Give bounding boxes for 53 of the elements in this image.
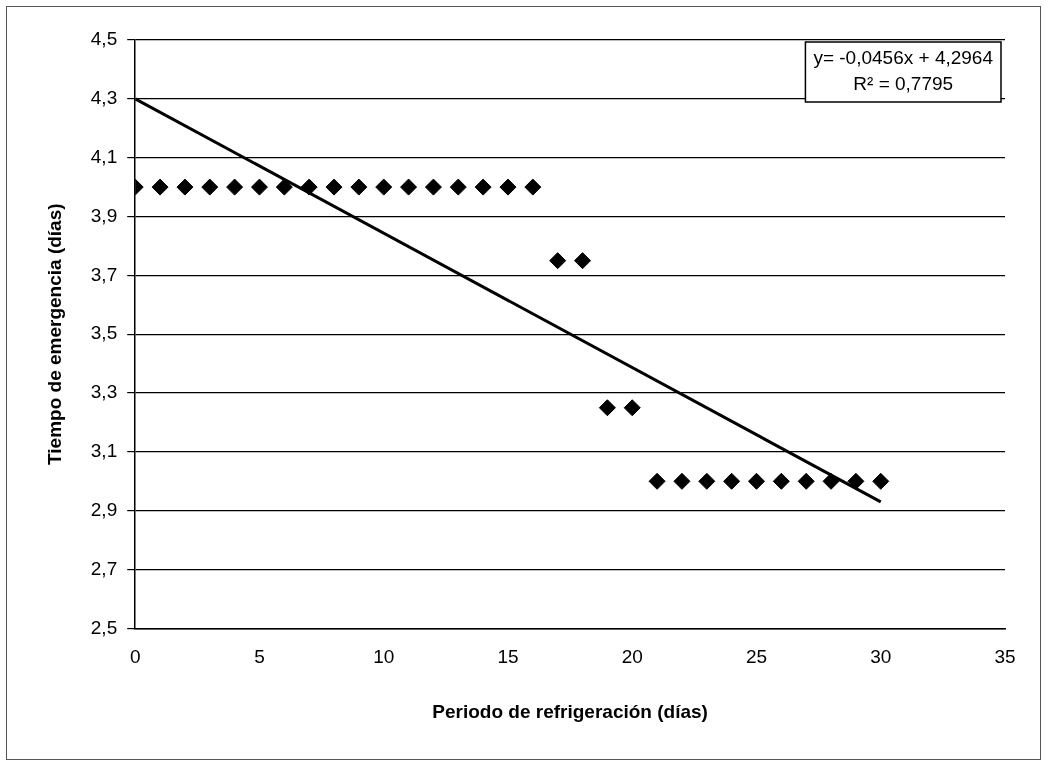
y-tick-label: 3,7 [90,263,118,285]
point [449,178,467,196]
point [151,178,169,196]
point [623,399,641,417]
point [424,178,442,196]
point [549,252,567,270]
y-tick-label: 4,1 [90,145,118,167]
point [474,178,492,196]
x-tick-label: 15 [497,646,519,668]
x-axis-title: Periodo de refrigeración (días) [432,700,708,722]
y-tick-label: 2,9 [90,498,118,520]
y-tick-label: 3,1 [90,440,118,462]
point [574,252,592,270]
x-tick-label: 30 [870,646,892,668]
point [698,472,716,490]
point [524,178,542,196]
y-tick-label: 2,7 [90,557,118,579]
point [822,472,840,490]
point [325,178,343,196]
y-tick-label: 3,3 [90,381,118,403]
point [499,178,517,196]
point [250,178,268,196]
point [226,178,244,196]
point [201,178,219,196]
x-tick-label: 10 [373,646,395,668]
point [375,178,393,196]
point [723,472,741,490]
point [673,472,691,490]
y-tick-label: 4,5 [90,28,118,50]
point [747,472,765,490]
y-tick-label: 3,5 [90,322,118,344]
x-tick-label: 35 [994,646,1016,668]
point [772,472,790,490]
x-tick-label: 5 [254,646,265,668]
point [872,472,890,490]
x-tick-label: 25 [745,646,768,668]
y-tick-label: 2,5 [90,616,118,638]
x-tick-label: 20 [621,646,643,668]
point [797,472,815,490]
point [598,399,616,417]
annotation: y= -0,0456x + 4,2964 [813,47,994,69]
y-tick-label: 4,3 [90,87,118,109]
y-tick-label: 3,9 [90,204,118,226]
point [648,472,666,490]
point [847,472,865,490]
point [350,178,368,196]
point [400,178,418,196]
y-axis-title: Tiempo de emergencia (días) [43,203,65,465]
point [275,178,293,196]
point [176,178,194,196]
x-tick-label: 0 [129,646,141,668]
annotation: R² = 0,7795 [853,73,954,95]
point [300,178,318,196]
